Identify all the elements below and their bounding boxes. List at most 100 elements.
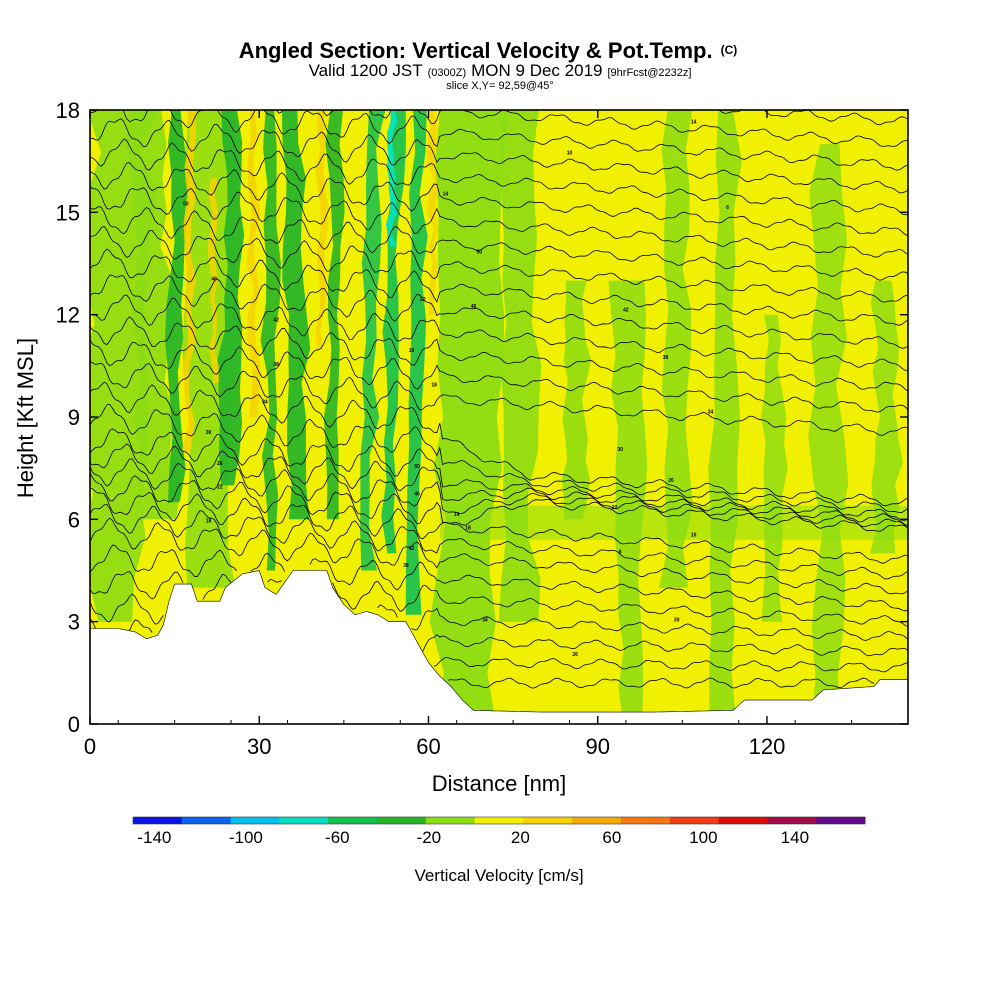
colorbar: -140 -100 -60 -20 20 60 100 140 [132,816,866,847]
colorbar-frame [132,816,866,825]
theta-contour [90,274,908,349]
theta-contour [90,225,908,303]
theta-contour [90,339,908,413]
theta-contour-label: 42 [273,317,279,323]
theta-contour [90,110,908,171]
colorbar-swatch [669,817,719,824]
downdraft-region [498,110,542,622]
theta-contour-label: 14 [691,120,697,126]
colorbar-tick-label: -20 [417,828,442,847]
theta-contour-label: 46 [211,277,217,283]
theta-contour [90,118,908,194]
updraft-streak [426,110,440,315]
theta-contour-label: 38 [273,362,279,368]
theta-contour [90,381,908,507]
theta-contour-label: 18 [206,519,212,525]
theta-contour-label: 6 [726,205,729,211]
downdraft-region [124,110,181,520]
downdraft-region [808,144,849,724]
theta-contour-label: 26 [217,461,223,467]
colorbar-swatch [523,817,573,824]
theta-contour-label: 22 [217,485,223,491]
colorbar-swatch [181,817,231,824]
downdraft-streak [323,110,345,520]
chart-subtitle: Valid 1200 JST (0300Z) MON 9 Dec 2019 [9hrF… [309,61,692,80]
theta-contour-label: 50 [183,202,189,208]
colorbar-swatch [474,817,524,824]
theta-contour [90,544,908,612]
theta-contour-label: 30 [206,430,212,436]
updraft-streak [246,110,261,417]
downdraft-region [658,110,693,588]
theta-contour-label: 50 [476,249,482,255]
x-tick-label: 60 [416,734,440,759]
velocity-bands [90,110,908,724]
theta-contour-label: 18 [465,526,471,532]
theta-contour-label: 38 [403,563,409,569]
downdraft-region [760,314,788,622]
slice-label: slice X,Y= 92,59@45° [446,80,554,92]
x-tick-label: 0 [84,734,96,759]
theta-contour [90,248,908,326]
theta-contour-label: 22 [612,505,618,511]
downdraft-streak [282,110,311,520]
theta-contour [675,110,908,126]
theta-contour [90,294,908,371]
theta-contour-label: 10 [409,348,415,354]
x-tick-label: 90 [585,734,609,759]
y-tick-label: 6 [68,507,80,532]
colorbar-swatch [425,817,475,824]
theta-contour [90,488,908,564]
chart-title: Angled Section: Vertical Velocity & Pot.… [239,38,738,63]
colorbar-swatch [279,817,329,824]
theta-contour [90,428,908,521]
colorbar-swatch [767,817,817,824]
theta-contour-label: 14 [443,191,449,197]
theta-contour [871,100,880,102]
colorbar-swatch [230,817,280,824]
theta-contour-label: 42 [623,307,629,313]
y-tick-label: 0 [68,712,80,737]
theta-contours: 50 46 42 38 34 30 26 22 18 14 10 6 50 46 42 38 34 30 26 22 1… [90,100,908,688]
y-tick-label: 12 [56,303,80,328]
theta-contour-label: 34 [262,399,268,405]
x-tick-label: 30 [247,734,271,759]
downdraft-region [429,110,508,724]
theta-contour-label: 6 [619,549,622,555]
downdraft-streak [360,110,386,571]
theta-contour [90,443,908,526]
colorbar-tick-label: 20 [511,828,530,847]
theta-contour-label: 50 [414,464,420,470]
downdraft-streak [405,110,428,615]
theta-contour-label: 30 [674,618,680,624]
theta-contour-label: 18 [431,382,437,388]
theta-contour-label: 22 [420,297,426,303]
colorbar-swatch [377,817,427,824]
theta-contour-label: 14 [454,512,460,518]
colorbar-tick-label: 60 [602,828,621,847]
x-axis-label: Distance [nm] [432,771,567,796]
updraft-streak [181,110,197,452]
y-tick-label: 3 [68,610,80,635]
updraft-streak [207,178,219,383]
colorbar-tick-label: -60 [325,828,350,847]
theta-contour [90,361,908,436]
theta-contour [90,458,908,529]
theta-contour-label: 34 [482,618,488,624]
theta-contour-label: 42 [409,546,415,552]
colorbar-swatch [328,817,378,824]
theta-contour-label: 10 [567,150,573,156]
theta-contour-label: 10 [691,532,697,538]
colorbar-swatch [816,817,866,824]
theta-contour-label: 26 [668,478,674,484]
strong-downdraft [385,110,398,247]
colorbar-swatch [133,817,183,824]
theta-contour [90,316,908,392]
colorbar-swatch [718,817,768,824]
theta-contour [90,593,908,641]
updraft-streak [315,110,329,349]
colorbar-title: Vertical Velocity [cm/s] [414,866,583,885]
downdraft-streak [164,110,189,503]
theta-contour [90,617,908,657]
